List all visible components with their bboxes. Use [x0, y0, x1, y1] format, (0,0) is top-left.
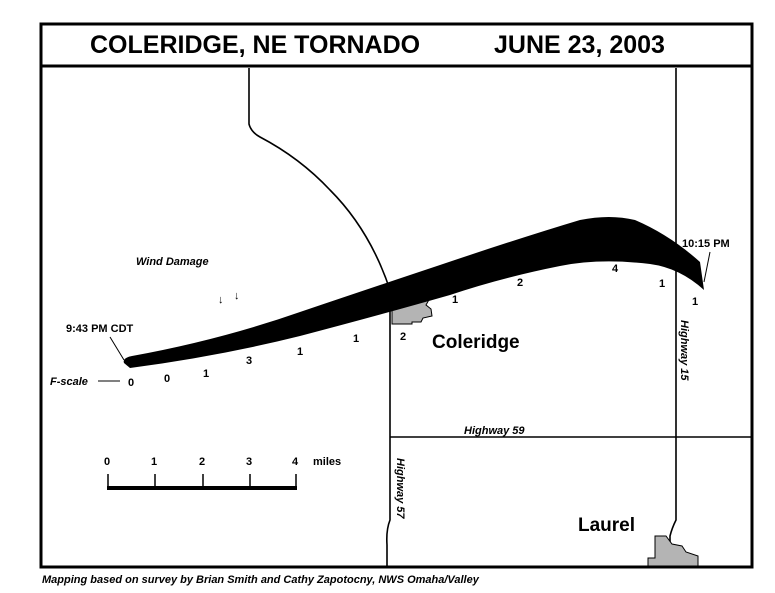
county-road-north: [248, 68, 391, 291]
f-rating: 1: [659, 278, 665, 290]
tornado-damage-path: [123, 217, 704, 368]
scale-tick-label: 4: [292, 456, 299, 468]
highway-57-label: Highway 57: [394, 458, 406, 519]
highway-15-label: Highway 15: [678, 320, 690, 381]
laurel-label: Laurel: [578, 515, 635, 536]
highway-57-road: [386, 290, 391, 566]
f-rating: 3: [246, 355, 252, 367]
f-rating: 2: [517, 277, 523, 289]
scale-unit-label: miles: [313, 456, 341, 468]
map-title-date: JUNE 23, 2003: [494, 31, 665, 59]
f-rating: 0: [164, 373, 170, 385]
wind-damage-label: Wind Damage: [136, 256, 209, 268]
scale-tick-label: 1: [151, 456, 157, 468]
f-rating: 2: [400, 331, 406, 343]
survey-credit: Mapping based on survey by Brian Smith a…: [42, 574, 480, 586]
f-rating: 1: [452, 294, 458, 306]
f-rating: 1: [692, 296, 698, 308]
end-pointer: [703, 251, 711, 283]
f-rating: 4: [612, 263, 619, 275]
highway-59-label: Highway 59: [464, 425, 525, 437]
fscale-label: F-scale: [50, 376, 88, 388]
scale-tick-label: 3: [246, 456, 252, 468]
scale-tick-label: 0: [104, 456, 110, 468]
highway-15-road: [669, 68, 677, 560]
f-rating: 0: [128, 377, 134, 389]
laurel-town-area: [647, 535, 699, 567]
end-time-label: 10:15 PM: [682, 238, 730, 250]
map-title-place: COLERIDGE, NE TORNADO: [90, 31, 420, 59]
start-pointer: [109, 336, 125, 361]
wind-damage-arrow-icon: ↓: [234, 290, 240, 302]
scale-tick-label: 2: [199, 456, 205, 468]
scale-bar-line: [107, 486, 297, 490]
wind-damage-arrow-icon: ↓: [218, 294, 224, 306]
coleridge-label: Coleridge: [432, 332, 520, 353]
scale-bar: 0 1 2 3 4 miles: [104, 456, 341, 490]
f-rating: 1: [353, 333, 359, 345]
start-time-label: 9:43 PM CDT: [66, 323, 134, 335]
f-rating: 1: [203, 368, 209, 380]
f-rating: 1: [297, 346, 303, 358]
